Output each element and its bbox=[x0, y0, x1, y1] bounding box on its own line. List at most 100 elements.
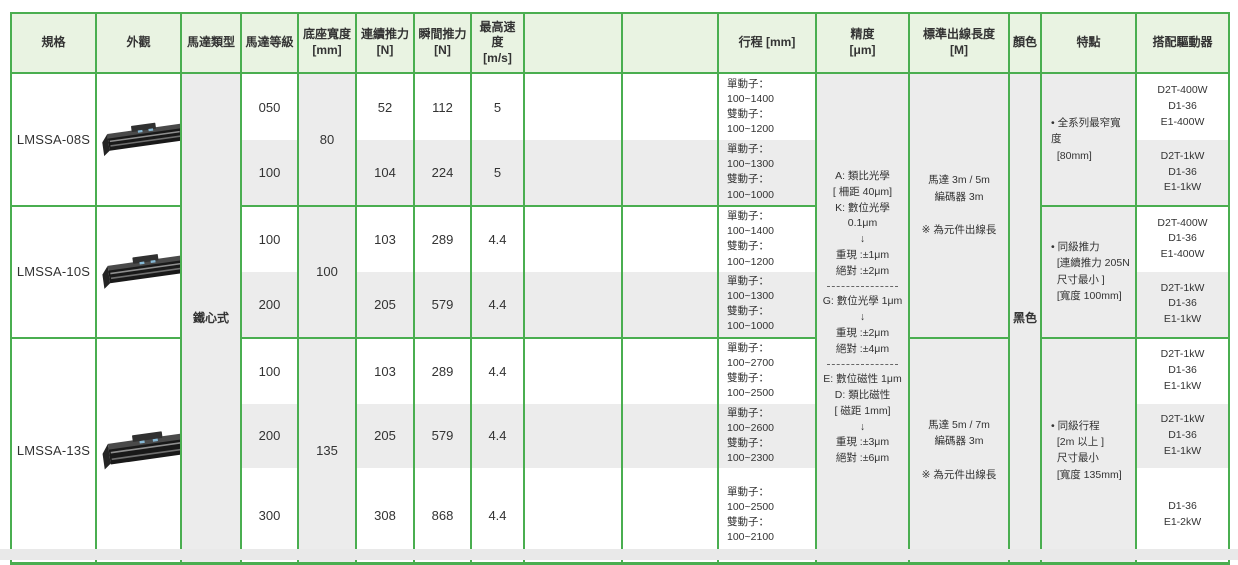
table-row: 300 308 868 4.4 單動子：100~2500 雙動子：100~210… bbox=[11, 468, 1230, 564]
stroke-text: 單動子：100~1300 雙動子：100~1000 bbox=[727, 274, 775, 333]
product-image-lmssa-10s bbox=[102, 254, 179, 290]
empty-cell bbox=[621, 271, 719, 338]
empty-cell bbox=[523, 468, 623, 564]
max-speed-cell: 5 bbox=[470, 140, 525, 206]
precision-block-optical-ak: A: 類比光學 [ 柵距 40μm] K: 數位光學 0.1μm ↓ 重現 :±… bbox=[832, 170, 893, 277]
stroke-cell: 單動子：100~1400 雙動子：100~1200 bbox=[717, 204, 817, 272]
col-header-cable-length: 標準出線長度 [M] bbox=[908, 13, 1010, 74]
cable-length-cell-upper: 馬達 3m / 5m 編碼器 3m ※ 為元件出線長 bbox=[908, 73, 1010, 338]
drivers-cell: D2T-1kW D1-36 E1-1kW bbox=[1135, 403, 1230, 469]
col-header-motor-type: 馬達類型 bbox=[180, 13, 242, 74]
cont-force-cell: 205 bbox=[355, 403, 415, 469]
drivers-cell: D2T-1kW D1-36 E1-1kW bbox=[1135, 140, 1230, 206]
empty-cell bbox=[523, 73, 623, 140]
peak-force-cell: 289 bbox=[413, 336, 472, 404]
max-speed-cell: 4.4 bbox=[470, 204, 525, 272]
col-header-color: 顏色 bbox=[1008, 13, 1042, 74]
cont-force-cell: 103 bbox=[355, 336, 415, 404]
header-row: 規格 外觀 馬達類型 馬達等級 底座寬度 [mm] 連續推力 [N] 瞬間推力 … bbox=[10, 13, 1230, 74]
grade-cell: 100 bbox=[240, 140, 299, 206]
spec-cell-lmssa-10s: LMSSA-10S bbox=[10, 204, 97, 338]
empty-cell bbox=[523, 271, 623, 338]
empty-cell bbox=[523, 140, 623, 206]
peak-force-cell: 224 bbox=[413, 140, 472, 206]
drivers-cell: D2T-400W D1-36 E1-400W bbox=[1135, 204, 1230, 272]
product-image-lmssa-08s bbox=[102, 122, 179, 157]
col-header-empty-2 bbox=[621, 13, 719, 74]
grade-cell: 200 bbox=[240, 271, 299, 338]
empty-cell bbox=[621, 73, 719, 140]
grade-cell: 300 bbox=[240, 468, 299, 564]
empty-cell bbox=[621, 403, 719, 469]
cable-length-cell-lower: 馬達 5m / 7m 編碼器 3m ※ 為元件出線長 bbox=[908, 336, 1010, 564]
divider bbox=[827, 364, 898, 366]
max-speed-cell: 4.4 bbox=[470, 468, 525, 564]
empty-cell bbox=[523, 336, 623, 404]
precision-block-optical-g: G: 數位光學 1μm ↓ 重現 :±2μm 絕對 :±4μm bbox=[822, 295, 903, 355]
col-header-stroke: 行程 [mm] bbox=[717, 13, 817, 74]
peak-force-cell: 112 bbox=[413, 73, 472, 140]
cont-force-cell: 104 bbox=[355, 140, 415, 206]
features-text: • 同級行程 [2m 以上 ] 尺寸最小 [寬度 135mm] bbox=[1051, 419, 1122, 481]
base-width-cell: 100 bbox=[297, 204, 357, 338]
empty-cell bbox=[523, 403, 623, 469]
drivers-cell: D2T-1kW D1-36 E1-1kW bbox=[1135, 271, 1230, 338]
features-cell-lmssa-10s: • 同級推力 [連續推力 205N 尺寸最小 ] [寬度 100mm] bbox=[1040, 204, 1137, 338]
precision-block-magnetic-ed: E: 數位磁性 1μm D: 類比磁性 [ 磁距 1mm] ↓ 重現 :±3μm… bbox=[823, 373, 902, 465]
col-header-spec: 規格 bbox=[10, 13, 97, 74]
grade-cell: 100 bbox=[240, 336, 299, 404]
stroke-text: 單動子：100~1300 雙動子：100~1000 bbox=[727, 143, 775, 201]
max-speed-cell: 4.4 bbox=[470, 403, 525, 469]
max-speed-cell: 4.4 bbox=[470, 336, 525, 404]
peak-force-cell: 868 bbox=[413, 468, 472, 564]
precision-cell: A: 類比光學 [ 柵距 40μm] K: 數位光學 0.1μm ↓ 重現 :±… bbox=[815, 73, 910, 564]
drivers-cell: D1-36 E1-2kW bbox=[1135, 468, 1230, 564]
base-width-cell: 80 bbox=[297, 73, 357, 206]
drivers-cell: D2T-1kW D1-36 E1-1kW bbox=[1135, 336, 1230, 404]
col-header-drivers: 搭配驅動器 bbox=[1135, 13, 1230, 74]
table-row: 200 205 579 4.4 單動子：100~1300 雙動子：100~100… bbox=[11, 271, 1230, 338]
stroke-cell: 單動子：100~2600 雙動子：100~2300 bbox=[717, 403, 817, 469]
stroke-text: 單動子：100~1400 雙動子：100~1200 bbox=[727, 209, 775, 268]
motor-spec-table: 規格 外觀 馬達類型 馬達等級 底座寬度 [mm] 連續推力 [N] 瞬間推力 … bbox=[10, 12, 1230, 565]
cont-force-cell: 52 bbox=[355, 73, 415, 140]
peak-force-cell: 289 bbox=[413, 204, 472, 272]
cont-force-cell: 308 bbox=[355, 468, 415, 564]
col-header-base-width: 底座寬度 [mm] bbox=[297, 13, 357, 74]
empty-cell bbox=[523, 204, 623, 272]
col-header-cont-force: 連續推力 [N] bbox=[355, 13, 415, 74]
stroke-text: 單動子：100~2700 雙動子：100~2500 bbox=[727, 341, 775, 400]
base-width-cell: 135 bbox=[297, 336, 357, 564]
appearance-cell-lmssa-10s bbox=[95, 204, 182, 338]
empty-cell bbox=[621, 468, 719, 564]
cont-force-cell: 103 bbox=[355, 204, 415, 272]
empty-cell bbox=[621, 140, 719, 206]
grade-cell: 200 bbox=[240, 403, 299, 469]
col-header-precision: 精度 [μm] bbox=[815, 13, 910, 74]
col-header-peak-force: 瞬間推力 [N] bbox=[413, 13, 472, 74]
cont-force-cell: 205 bbox=[355, 271, 415, 338]
stroke-text: 單動子：100~1400 雙動子：100~1200 bbox=[727, 77, 775, 136]
table-row: LMSSA-13S 100 135 bbox=[10, 336, 1230, 564]
divider bbox=[827, 286, 898, 288]
spec-cell-lmssa-08s: LMSSA-08S bbox=[10, 73, 97, 206]
spec-cell-lmssa-13s: LMSSA-13S bbox=[10, 336, 97, 564]
features-cell-lmssa-13s: • 同級行程 [2m 以上 ] 尺寸最小 [寬度 135mm] bbox=[1040, 336, 1137, 564]
col-header-appearance: 外觀 bbox=[95, 13, 182, 74]
appearance-cell-lmssa-08s bbox=[95, 73, 182, 206]
stroke-text: 單動子：100~2500 雙動子：100~2100 bbox=[727, 485, 775, 544]
stroke-cell: 單動子：100~2500 雙動子：100~2100 bbox=[717, 468, 817, 564]
color-cell: 黑色 bbox=[1008, 73, 1042, 564]
max-speed-cell: 5 bbox=[470, 73, 525, 140]
features-text: • 同級推力 [連續推力 205N 尺寸最小 ] [寬度 100mm] bbox=[1051, 241, 1130, 303]
col-header-features: 特點 bbox=[1040, 13, 1137, 74]
grade-cell: 100 bbox=[240, 204, 299, 272]
table-row: 200 205 579 4.4 單動子：100~2600 雙動子：100~230… bbox=[11, 403, 1230, 469]
table-row: 100 104 224 5 單動子：100~1300 雙動子：100~1000 … bbox=[11, 140, 1230, 206]
features-cell-lmssa-08s: • 全系列最窄寬度 [80mm] bbox=[1040, 73, 1137, 206]
table-row: LMSSA-08S 鐵心式 050 bbox=[10, 73, 1230, 564]
appearance-cell-lmssa-13s bbox=[95, 336, 182, 564]
motor-type-cell: 鐵心式 bbox=[180, 73, 242, 564]
col-header-empty-1 bbox=[523, 13, 623, 74]
stroke-text: 單動子：100~2600 雙動子：100~2300 bbox=[727, 406, 775, 465]
